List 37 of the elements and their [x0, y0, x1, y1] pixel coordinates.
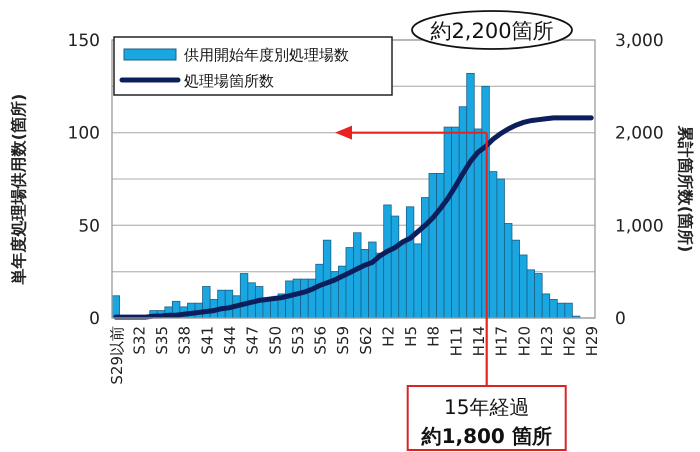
- annotation: 約2,200箇所: [430, 19, 554, 43]
- x-tick-label: H8: [424, 326, 443, 347]
- x-tick-label: S35: [153, 326, 172, 355]
- x-tick-label: H17: [492, 326, 511, 356]
- legend-label: 処理場箇所数: [184, 72, 274, 90]
- y2-tick-label: 0: [615, 309, 626, 329]
- y2-tick-label: 1,000: [615, 216, 664, 236]
- y-tick-label: 0: [89, 309, 100, 329]
- y2-tick-label: 3,000: [615, 31, 664, 51]
- x-tick-label: S53: [288, 326, 307, 355]
- y-tick-label: 150: [68, 31, 100, 51]
- y-axis-title: 単年度処理場供用数(箇所): [9, 94, 28, 286]
- x-tick-label: H14: [470, 326, 488, 356]
- x-tick-label: H11: [447, 326, 466, 356]
- x-tick-label: S59: [334, 326, 352, 355]
- x-tick-label: H23: [538, 326, 556, 356]
- annotation: 15年経過: [444, 395, 530, 419]
- x-tick-label: S50: [266, 326, 284, 355]
- x-tick-label: H20: [515, 326, 534, 356]
- x-tick-label: S62: [356, 326, 375, 355]
- x-tick-label: H2: [379, 326, 398, 347]
- legend-label: 供用開始年度別処理場数: [184, 46, 349, 64]
- y-tick-label: 100: [68, 124, 100, 144]
- x-tick-label: S44: [220, 326, 239, 355]
- x-tick-label: H29: [583, 326, 602, 356]
- x-tick-label: S38: [176, 326, 194, 355]
- x-tick-label: H5: [402, 326, 420, 347]
- x-tick-label: S47: [244, 326, 262, 355]
- x-tick-label: S29以前: [108, 326, 126, 385]
- y2-axis-title: 累計箇所数(箇所): [676, 124, 695, 252]
- x-tick-label: S32: [130, 326, 148, 355]
- text: 約1,800 箇所: [420, 424, 552, 448]
- x-tick-label: S41: [198, 326, 216, 355]
- y-tick-label: 50: [78, 216, 100, 236]
- x-tick-label: H26: [560, 326, 579, 356]
- x-tick-label: S56: [312, 326, 330, 355]
- y2-tick-label: 2,000: [615, 124, 664, 144]
